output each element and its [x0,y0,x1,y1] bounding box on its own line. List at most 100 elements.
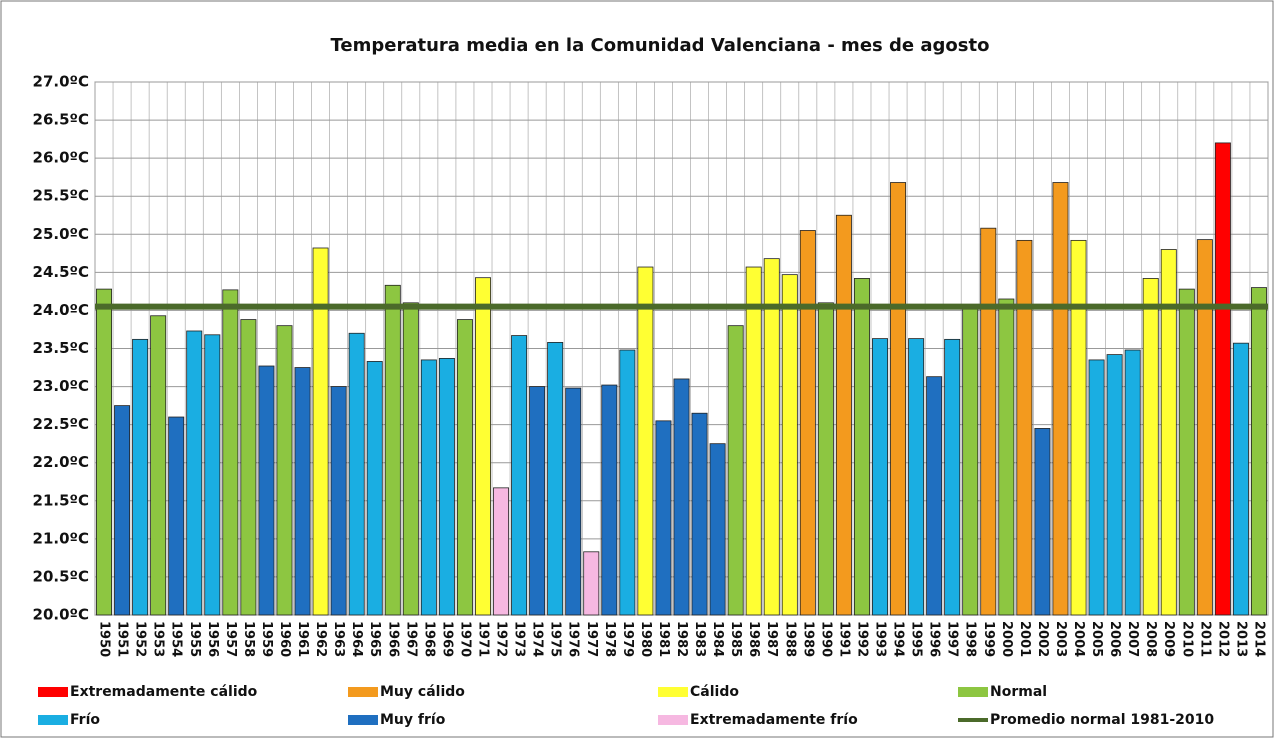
bar [908,338,925,616]
bar [204,334,221,616]
x-tick-label: 1960 [277,621,292,657]
x-tick-label: 1959 [259,621,274,657]
x-tick-label: 2009 [1161,621,1176,657]
y-tick-label: 26.0ºC [33,149,89,167]
x-tick-label: 1952 [133,621,148,657]
bar [1034,428,1051,616]
y-tick-label: 25.5ºC [33,187,89,205]
x-tick-label: 1955 [187,621,202,657]
x-tick-label: 1965 [367,621,382,657]
legend-label: Muy frío [380,712,446,728]
x-tick-label: 1999 [981,621,996,657]
x-tick-label: 1996 [927,621,942,657]
bar [745,266,762,616]
legend-label: Extremadamente cálido [70,684,258,700]
x-tick-label: 2006 [1107,621,1122,657]
x-tick-label: 2001 [1017,621,1032,657]
x-tick-label: 2002 [1035,621,1050,657]
bar [186,330,203,616]
bar [926,376,943,616]
legend-label: Cálido [690,684,739,700]
x-tick-label: 1973 [512,621,527,657]
x-tick-label: 1962 [313,621,328,657]
bar [240,319,257,616]
bar [1124,349,1141,616]
y-tick-label: 21.0ºC [33,529,89,547]
bar [511,335,528,616]
x-tick-label: 1970 [457,621,472,657]
bar [944,338,961,616]
x-tick-label: 2008 [1143,621,1158,657]
x-tick-label: 1998 [963,621,978,657]
bar [601,384,618,616]
bar [962,306,979,616]
x-tick-label: 1971 [475,621,490,657]
bar [96,288,113,616]
x-tick-label: 1956 [205,621,220,657]
x-tick-label: 2007 [1125,621,1140,657]
bar [276,325,293,616]
bar [1016,239,1033,616]
y-tick-label: 20.5ºC [33,567,89,585]
x-tick-label: 1989 [800,621,815,657]
y-tick-label: 20.0ºC [33,606,89,624]
x-tick-label: 2003 [1053,621,1068,657]
y-tick-label: 23.0ºC [33,377,89,395]
x-tick-label: 1987 [764,621,779,657]
bar [1196,239,1213,616]
legend-swatch [658,715,688,725]
x-tick-label: 2004 [1071,621,1086,657]
bar [312,247,329,616]
x-tick-label: 1951 [115,621,130,657]
bar [258,365,275,616]
legend-label: Normal [990,684,1047,700]
bar [583,551,600,616]
bar [890,182,907,616]
legend-label: Promedio normal 1981-2010 [990,712,1214,728]
bar [980,227,997,616]
x-tick-label: 1978 [602,621,617,657]
y-tick-label: 21.5ºC [33,491,89,509]
x-tick-label: 2005 [1089,621,1104,657]
x-tick-label: 1975 [548,621,563,657]
x-tick-label: 1953 [151,621,166,657]
x-tick-label: 1958 [241,621,256,657]
y-tick-label: 26.5ºC [33,111,89,129]
x-tick-label: 1964 [349,621,364,657]
bar [547,342,564,616]
x-tick-label: 1985 [728,621,743,657]
y-tick-label: 22.0ºC [33,453,89,471]
bar [565,387,582,616]
legend-swatch [348,687,378,697]
bar [132,338,149,616]
legend-label: Extremadamente frío [690,712,858,728]
x-tick-label: 1957 [223,621,238,657]
x-tick-label: 1976 [566,621,581,657]
bar [150,315,167,616]
x-tick-label: 1991 [836,621,851,657]
legend-swatch [38,715,68,725]
bar [168,416,185,616]
legend-label: Muy cálido [380,684,465,700]
x-tick-label: 1961 [295,621,310,657]
bar [1106,354,1123,616]
x-tick-label: 1979 [620,621,635,657]
x-tick-label: 1977 [584,621,599,657]
x-tick-label: 1950 [97,621,112,657]
bar [709,443,726,616]
bar [619,349,636,616]
legend-swatch [958,687,988,697]
bar [384,284,401,616]
bar [294,367,311,616]
bar [1142,278,1159,616]
x-tick-label: 1982 [674,621,689,657]
bar [475,277,491,616]
bar [637,266,654,616]
y-tick-label: 22.5ºC [33,415,89,433]
x-tick-label: 1980 [638,621,653,657]
x-tick-label: 1993 [873,621,888,657]
bar [222,289,239,616]
chart-title: Temperatura media en la Comunidad Valenc… [331,35,990,56]
x-tick-label: 1981 [656,621,671,657]
bar [1070,239,1087,616]
